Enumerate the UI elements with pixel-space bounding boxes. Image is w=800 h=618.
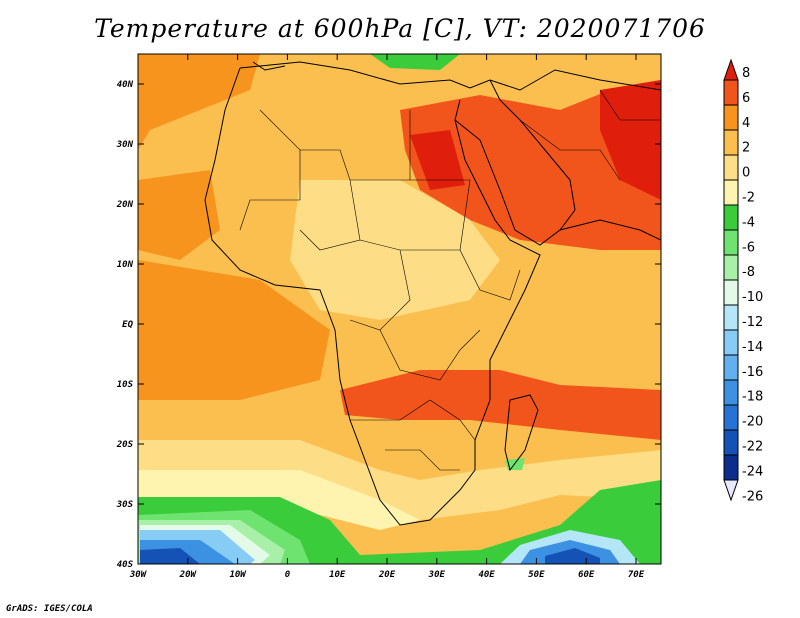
colorbar-swatch [723, 104, 739, 131]
lon-label: 20W [179, 570, 198, 580]
colorbar-label: -22 [742, 440, 763, 455]
colorbar-label: -4 [742, 215, 755, 230]
lon-label: 50E [528, 570, 545, 580]
colorbar-swatch [723, 129, 739, 156]
latitude-axis: 40N 30N 20N 10N EQ 10S 20S 30S 40S [116, 80, 661, 570]
colorbar-swatch [723, 454, 739, 481]
colorbar-swatch [723, 179, 739, 206]
lat-label: 10N [117, 260, 134, 270]
colorbar-swatch [723, 279, 739, 306]
longitude-axis: 30W 20W 10W 0 10E 20E 30E 40E 50E 60E 70E [129, 54, 645, 580]
plot-frame [137, 53, 662, 565]
lat-label: 30N [116, 140, 134, 150]
colorbar-label: 8 [742, 66, 750, 81]
colorbar-bottom-arrow [723, 479, 739, 502]
colorbar-label: -6 [742, 240, 755, 255]
colorbar-label: 0 [742, 166, 750, 181]
colorbar-swatch [723, 354, 739, 381]
lon-label: 60E [578, 570, 595, 580]
lat-label: 10S [117, 380, 134, 390]
lon-label: 30W [129, 570, 148, 580]
colorbar-swatch [723, 379, 739, 406]
colorbar-label: -8 [742, 265, 755, 280]
colorbar-swatch [723, 154, 739, 181]
lon-label: 70E [628, 570, 645, 580]
lon-label: 40E [478, 570, 495, 580]
credit-text: GrADS: IGES/COLA [6, 604, 93, 614]
colorbar-swatch [723, 429, 739, 456]
coastlines [204, 61, 661, 526]
colorbar-label: -16 [742, 365, 763, 380]
colorbar-swatch [723, 329, 739, 356]
colorbar-label: -20 [742, 415, 763, 430]
lon-label: 30E [428, 570, 446, 580]
country-borders [239, 89, 661, 471]
lat-label: EQ [122, 320, 133, 330]
lat-label: 20S [116, 440, 134, 450]
colorbar-label: -10 [742, 290, 763, 305]
lon-label: 20E [378, 570, 396, 580]
colorbar-label: 4 [742, 116, 750, 131]
colorbar-label: -24 [742, 464, 763, 479]
lon-label: 10E [329, 570, 346, 580]
colorbar-label: -18 [742, 390, 763, 405]
colorbar-label: -12 [742, 315, 763, 330]
lat-label: 30S [116, 500, 134, 510]
lon-label: 0 [285, 570, 291, 580]
colorbar-label: 6 [742, 91, 750, 106]
lat-label: 40N [117, 80, 134, 90]
colorbar-swatch [723, 404, 739, 431]
colorbar: 8 6 4 2 0 -2 -4 -6 -8 -10 -12 -14 -16 -18 -20 -22 -24 -26 [723, 58, 763, 504]
colorbar-label: 2 [742, 141, 750, 156]
colorbar-swatch [723, 254, 739, 281]
colorbar-label: -26 [742, 489, 763, 504]
lon-label: 10W [229, 570, 247, 580]
chart-title: Temperature at 600hPa [C], VT: 202007170… [94, 14, 706, 43]
lat-label: 20N [116, 200, 134, 210]
colorbar-swatch [723, 204, 739, 231]
colorbar-top-arrow [723, 58, 739, 81]
colorbar-label: -2 [742, 191, 755, 206]
lat-label: 40S [117, 560, 134, 570]
colorbar-swatch [723, 79, 739, 106]
colorbar-swatch [723, 304, 739, 331]
colorbar-label: -14 [742, 340, 763, 355]
temperature-field [138, 54, 661, 564]
colorbar-swatch [723, 229, 739, 256]
